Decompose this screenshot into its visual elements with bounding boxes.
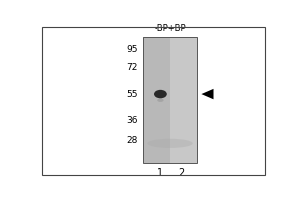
Ellipse shape — [154, 90, 167, 98]
Ellipse shape — [157, 99, 164, 102]
Polygon shape — [201, 89, 214, 99]
Text: 72: 72 — [126, 63, 137, 72]
Text: -BP+BP: -BP+BP — [154, 24, 186, 33]
Text: 1: 1 — [157, 168, 164, 178]
Text: 36: 36 — [126, 116, 137, 125]
Text: 2: 2 — [179, 168, 185, 178]
Text: 55: 55 — [126, 90, 137, 99]
Bar — [143, 37, 170, 163]
Text: 95: 95 — [126, 45, 137, 54]
Text: 28: 28 — [126, 136, 137, 145]
Ellipse shape — [147, 139, 193, 148]
Bar — [170, 37, 197, 163]
Bar — [143, 37, 197, 163]
